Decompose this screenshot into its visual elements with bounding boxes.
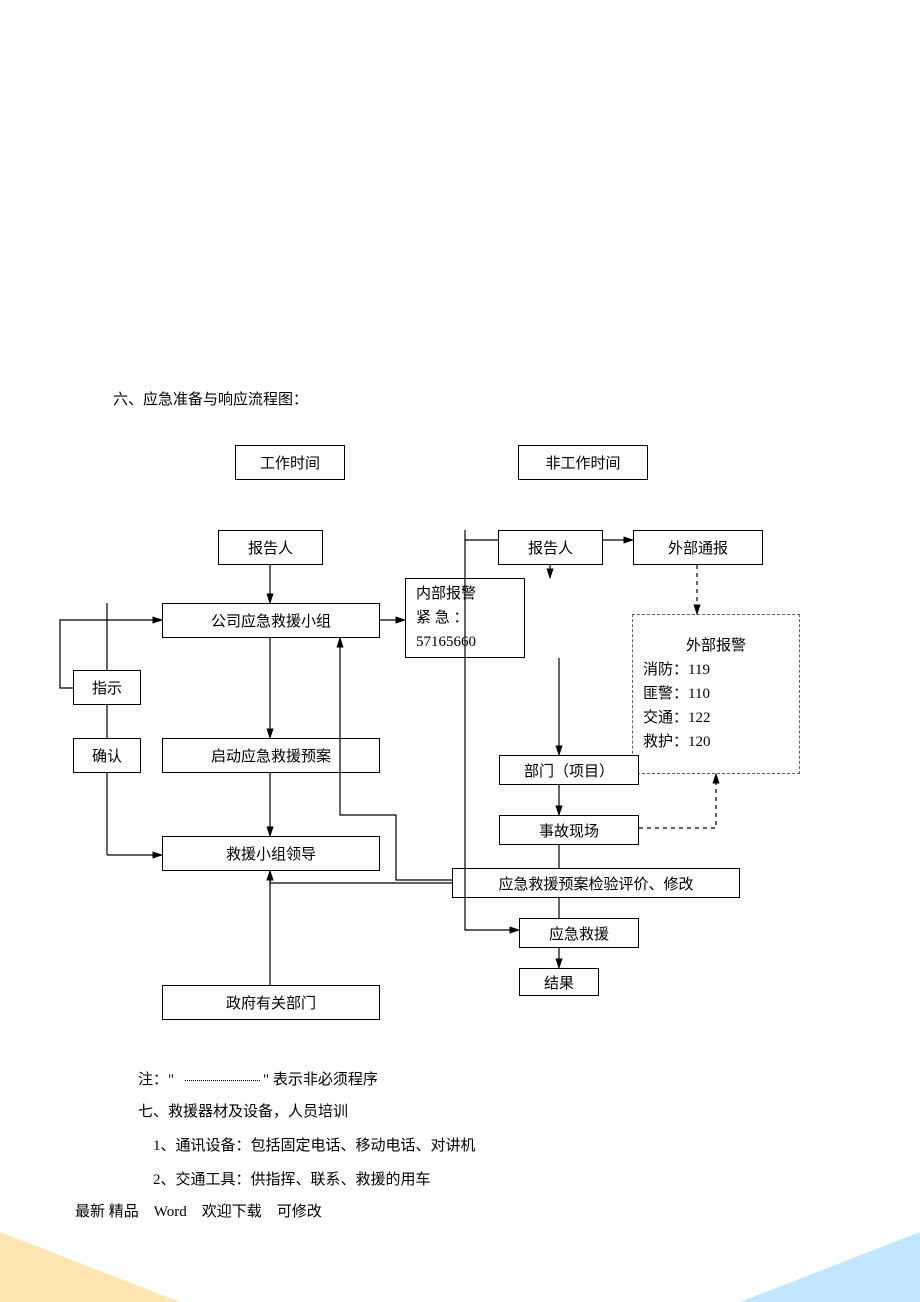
node-dept-project: 部门（项目） <box>499 755 639 785</box>
node-dept-project-label: 部门（项目） <box>524 760 614 781</box>
node-emergency-rescue-label: 应急救援 <box>549 923 609 944</box>
node-work-time: 工作时间 <box>235 445 345 480</box>
node-nonwork-time: 非工作时间 <box>518 445 648 480</box>
node-reporter-left-label: 报告人 <box>248 537 293 558</box>
node-instruct: 指示 <box>73 670 141 705</box>
page-footer: 最新 精品 Word 欢迎下载 可修改 <box>75 1200 322 1221</box>
internal-alarm-line3: 57165660 <box>416 630 476 654</box>
node-reporter-right-label: 报告人 <box>528 537 573 558</box>
section7-title: 七、救援器材及设备，人员培训 <box>138 1100 348 1121</box>
note-suffix: " 表示非必须程序 <box>263 1068 378 1089</box>
node-result: 结果 <box>519 968 599 996</box>
node-external-notify: 外部通报 <box>633 530 763 565</box>
internal-alarm-line1: 内部报警 <box>416 582 476 606</box>
node-emergency-rescue: 应急救援 <box>519 918 639 948</box>
external-alarm-line3: 交通：122 <box>643 706 711 730</box>
note-dotted-sample <box>185 1080 260 1081</box>
node-internal-alarm: 内部报警 紧 急 ： 57165660 <box>405 578 525 658</box>
node-result-label: 结果 <box>544 972 574 993</box>
external-alarm-line4: 救护：120 <box>643 730 711 754</box>
node-reporter-left: 报告人 <box>218 530 323 565</box>
node-rescue-leader-label: 救援小组领导 <box>226 843 316 864</box>
node-plan-review: 应急救援预案检验评价、修改 <box>452 868 740 898</box>
node-accident-scene: 事故现场 <box>499 815 639 845</box>
node-external-alarm: 外部报警 消防：119 匪警：110 交通：122 救护：120 <box>632 614 800 774</box>
node-gov-dept: 政府有关部门 <box>162 985 380 1020</box>
page: 六、应急准备与响应流程图： 工作时间 非工作时间 报告人 报告人 外部通报 公司… <box>0 0 920 1302</box>
node-confirm: 确认 <box>73 738 141 773</box>
node-external-notify-label: 外部通报 <box>668 537 728 558</box>
external-alarm-line2: 匪警：110 <box>643 682 710 706</box>
note-prefix: 注：" <box>138 1068 174 1089</box>
external-alarm-title: 外部报警 <box>686 634 746 658</box>
bullet-1: 1、通讯设备：包括固定电话、移动电话、对讲机 <box>153 1134 476 1155</box>
node-instruct-label: 指示 <box>92 677 122 698</box>
node-start-plan: 启动应急救援预案 <box>162 738 380 773</box>
node-reporter-right: 报告人 <box>498 530 603 565</box>
internal-alarm-line2: 紧 急 ： <box>416 606 469 630</box>
node-gov-dept-label: 政府有关部门 <box>226 992 316 1013</box>
node-work-time-label: 工作时间 <box>260 452 320 473</box>
bullet-2: 2、交通工具：供指挥、联系、救援的用车 <box>153 1168 431 1189</box>
node-nonwork-time-label: 非工作时间 <box>545 452 620 473</box>
node-confirm-label: 确认 <box>92 745 122 766</box>
node-company-group-label: 公司应急救援小组 <box>211 610 331 631</box>
external-alarm-line1: 消防：119 <box>643 658 710 682</box>
section6-title: 六、应急准备与响应流程图： <box>113 388 308 409</box>
decoration-corner-right <box>740 1232 920 1302</box>
node-rescue-leader: 救援小组领导 <box>162 836 380 871</box>
node-plan-review-label: 应急救援预案检验评价、修改 <box>498 873 693 894</box>
node-accident-scene-label: 事故现场 <box>539 820 599 841</box>
node-company-group: 公司应急救援小组 <box>162 603 380 638</box>
decoration-corner-left <box>0 1232 180 1302</box>
node-start-plan-label: 启动应急救援预案 <box>211 745 331 766</box>
